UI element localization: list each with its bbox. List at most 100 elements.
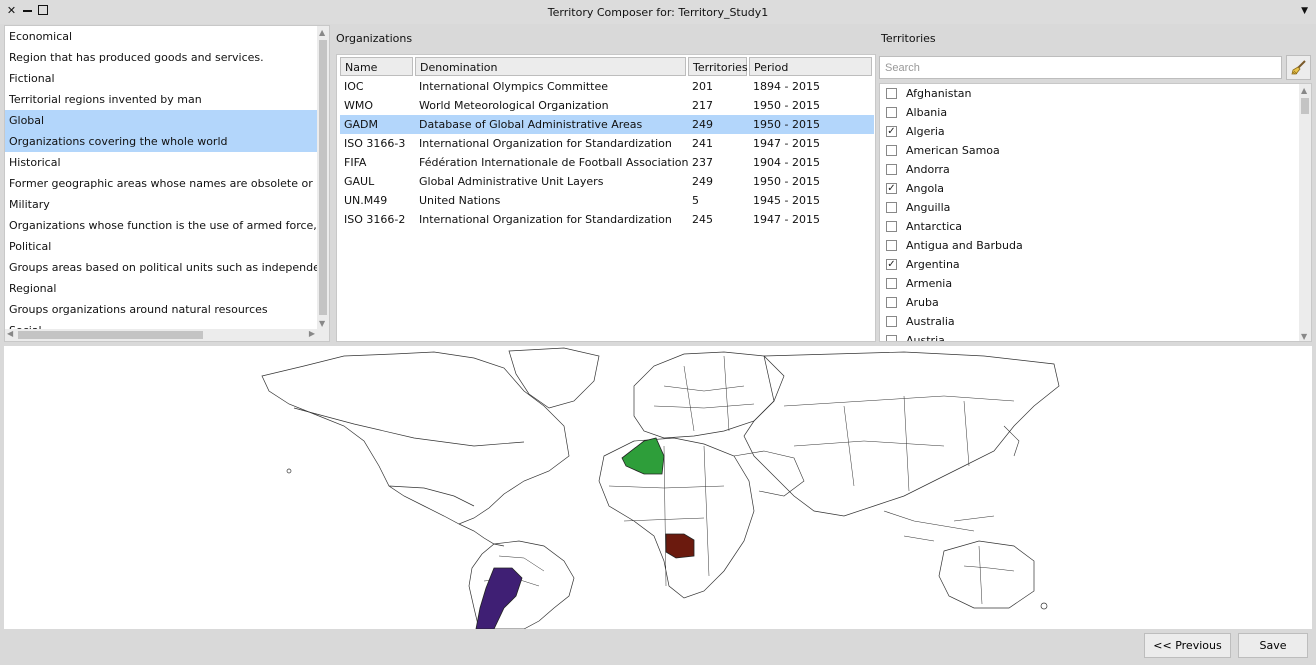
scroll-up-icon[interactable]: ▲	[319, 28, 326, 37]
table-cell-denomination: World Meteorological Organization	[419, 99, 609, 112]
territory-vertical-scrollbar[interactable]: ▲ ▼	[1299, 84, 1311, 341]
table-row[interactable]: FIFA Fédération Internationale de Footbal…	[340, 153, 874, 172]
list-item[interactable]: ✓ Angola	[886, 179, 944, 198]
list-item[interactable]: Groups areas based on political units su…	[9, 261, 319, 274]
list-item[interactable]: Historical	[9, 156, 61, 169]
list-item[interactable]: Antarctica	[886, 217, 962, 236]
territory-checkbox[interactable]	[886, 316, 897, 327]
table-cell-period: 1894 - 2015	[753, 80, 820, 93]
scroll-up-icon[interactable]: ▲	[1301, 86, 1308, 95]
territory-checkbox[interactable]: ✓	[886, 126, 897, 137]
territory-checkbox[interactable]	[886, 221, 897, 232]
table-cell-name: UN.M49	[344, 194, 388, 207]
list-item[interactable]: Andorra	[886, 160, 950, 179]
algeria-highlight[interactable]	[621, 437, 665, 475]
list-item[interactable]: ✓ Algeria	[886, 122, 945, 141]
list-item[interactable]: Region that has produced goods and servi…	[9, 51, 264, 64]
window-menu-icon[interactable]: ▼	[1301, 6, 1308, 16]
scroll-thumb[interactable]	[18, 331, 203, 339]
territory-search-input[interactable]	[879, 56, 1282, 79]
column-header-period[interactable]: Period	[749, 57, 872, 76]
list-item[interactable]: Aruba	[886, 293, 939, 312]
list-item[interactable]: Organizations covering the whole world	[5, 131, 319, 152]
list-item[interactable]: Australia	[886, 312, 955, 331]
list-item[interactable]: Austria	[886, 331, 945, 341]
list-item[interactable]: Groups organizations around natural reso…	[9, 303, 268, 316]
column-header-name[interactable]: Name	[340, 57, 413, 76]
list-item[interactable]: Regional	[9, 282, 57, 295]
territory-checkbox[interactable]	[886, 145, 897, 156]
scroll-down-icon[interactable]: ▼	[319, 319, 326, 328]
territory-checkbox[interactable]	[886, 297, 897, 308]
scroll-left-icon[interactable]: ◀	[7, 329, 14, 338]
maximize-icon[interactable]	[38, 5, 48, 15]
list-item[interactable]: Global	[5, 110, 319, 131]
column-header-denomination[interactable]: Denomination	[415, 57, 686, 76]
territory-label: Afghanistan	[906, 87, 972, 100]
list-item[interactable]: Armenia	[886, 274, 952, 293]
africa-outline	[598, 437, 755, 599]
territory-checkbox[interactable]	[886, 278, 897, 289]
list-item[interactable]: Economical	[9, 30, 73, 43]
table-row[interactable]: WMO World Meteorological Organization 217 1…	[340, 96, 874, 115]
save-button[interactable]: Save	[1238, 633, 1308, 658]
territory-label: American Samoa	[906, 144, 1000, 157]
north-america-outline	[261, 351, 570, 525]
territory-checkbox[interactable]	[886, 240, 897, 251]
table-row[interactable]: GADM Database of Global Administrative Ar…	[340, 115, 874, 134]
list-item[interactable]: Albania	[886, 103, 947, 122]
column-header-territories[interactable]: Territories	[688, 57, 748, 76]
table-row[interactable]: IOC International Olympics Committee 201 18…	[340, 77, 874, 96]
territory-list[interactable]: Afghanistan Albania ✓ Algeria American Samoa…	[879, 83, 1312, 342]
list-item[interactable]: Territorial regions invented by man	[9, 93, 202, 106]
table-row[interactable]: ISO 3166-3 International Organization for…	[340, 134, 874, 153]
list-item[interactable]: Political	[9, 240, 52, 253]
table-cell-period: 1945 - 2015	[753, 194, 820, 207]
table-cell-territories: 249	[692, 118, 713, 131]
table-cell-name: GADM	[344, 118, 379, 131]
table-cell-name: WMO	[344, 99, 374, 112]
previous-button[interactable]: << Previous	[1144, 633, 1231, 658]
angola-highlight[interactable]	[665, 533, 695, 559]
territory-checkbox[interactable]	[886, 88, 897, 99]
scroll-right-icon[interactable]: ▶	[308, 329, 315, 338]
list-item[interactable]: Anguilla	[886, 198, 950, 217]
scroll-down-icon[interactable]: ▼	[1301, 332, 1308, 341]
list-item[interactable]: American Samoa	[886, 141, 1000, 160]
territory-checkbox[interactable]	[886, 164, 897, 175]
table-cell-name: GAUL	[344, 175, 375, 188]
table-cell-period: 1950 - 2015	[753, 118, 820, 131]
scroll-thumb[interactable]	[1301, 98, 1309, 114]
territory-label: Argentina	[906, 258, 960, 271]
table-cell-denomination: United Nations	[419, 194, 501, 207]
list-item[interactable]: Former geographic areas whose names are …	[9, 177, 319, 190]
territory-checkbox[interactable]	[886, 107, 897, 118]
category-horizontal-scrollbar[interactable]: ◀ ▶	[5, 329, 329, 341]
organizations-label: Organizations	[336, 32, 413, 45]
list-item[interactable]: ✓ Argentina	[886, 255, 960, 274]
territory-label: Anguilla	[906, 201, 951, 214]
canada-border	[293, 407, 525, 447]
list-item[interactable]: Antigua and Barbuda	[886, 236, 1023, 255]
category-list[interactable]: Economical Region that has produced goods…	[4, 25, 330, 342]
territory-checkbox[interactable]	[886, 335, 897, 341]
list-item[interactable]: Fictional	[9, 72, 55, 85]
table-row[interactable]: GAUL Global Administrative Unit Layers 249…	[340, 172, 874, 191]
table-row[interactable]: ISO 3166-2 International Organization for…	[340, 210, 874, 229]
territory-label: Aruba	[906, 296, 939, 309]
argentina-highlight[interactable]	[475, 567, 523, 629]
close-icon[interactable]: ✕	[6, 4, 17, 17]
list-item[interactable]: Military	[9, 198, 50, 211]
table-row[interactable]: UN.M49 United Nations 5 1945 - 2015	[340, 191, 874, 210]
territory-checkbox[interactable]: ✓	[886, 259, 897, 270]
territory-checkbox[interactable]	[886, 202, 897, 213]
list-item[interactable]: Afghanistan	[886, 84, 971, 103]
scroll-thumb[interactable]	[319, 40, 327, 315]
territory-checkbox[interactable]: ✓	[886, 183, 897, 194]
world-map[interactable]	[4, 346, 1312, 629]
window-controls: ✕	[6, 5, 48, 16]
clear-selection-button[interactable]	[1286, 55, 1311, 80]
category-vertical-scrollbar[interactable]: ▲ ▼	[317, 26, 329, 330]
list-item[interactable]: Organizations whose function is the use …	[9, 219, 319, 232]
organizations-table[interactable]: Name Denomination Territories Period IOC…	[336, 54, 876, 342]
